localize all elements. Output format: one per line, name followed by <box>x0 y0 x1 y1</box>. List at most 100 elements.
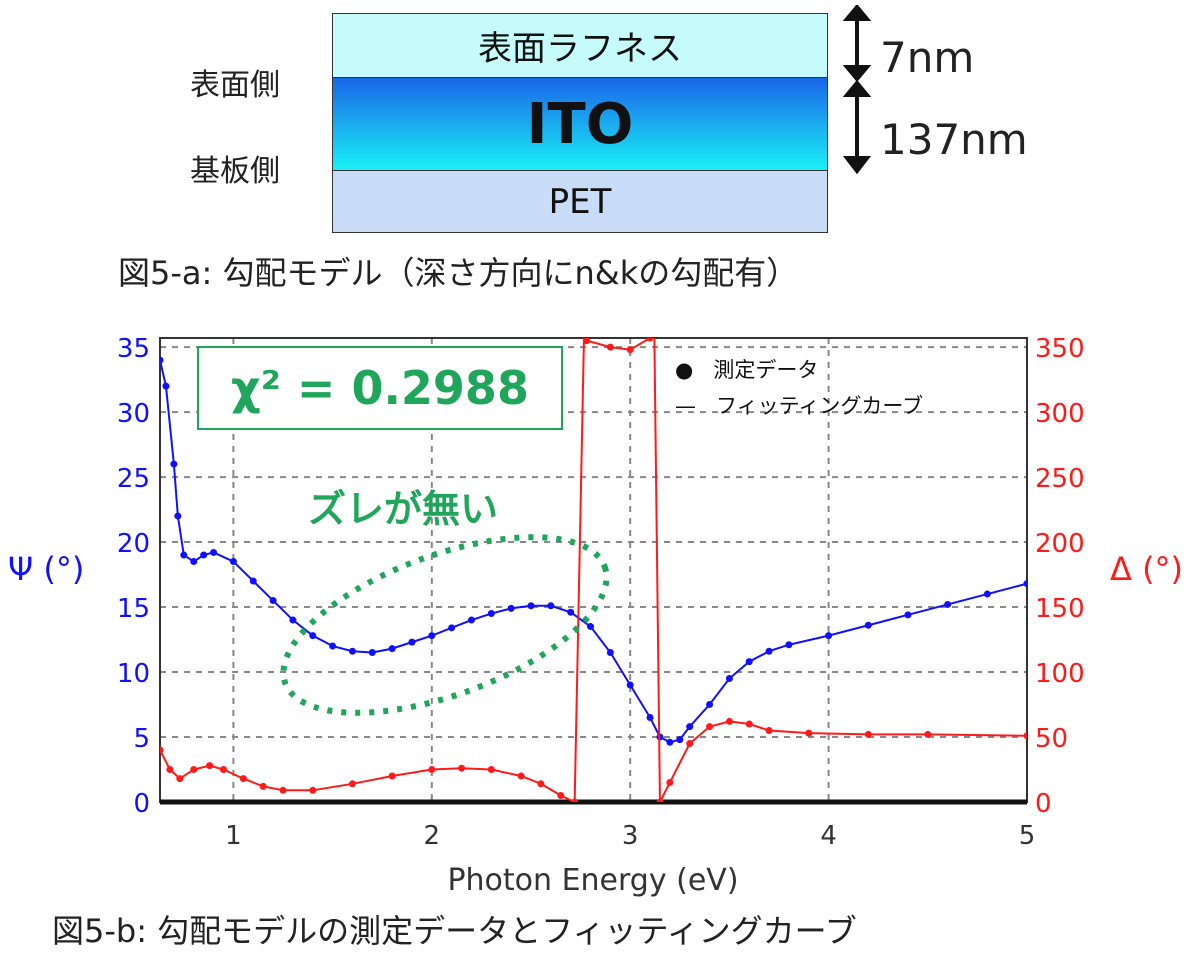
x-tick-label: 3 <box>622 821 639 851</box>
data-point <box>686 723 694 731</box>
data-point <box>279 786 287 794</box>
data-point <box>626 346 634 354</box>
y-right-axis-label: Δ (°) <box>1110 550 1183 588</box>
ito-thickness: 137nm <box>880 115 1028 164</box>
legend-label: 測定データ <box>713 358 819 382</box>
data-point <box>537 780 545 788</box>
y-left-tick-label: 25 <box>117 464 150 494</box>
chart-caption: 図5-b: 勾配モデルの測定データとフィッティングカーブ <box>52 912 857 950</box>
y-right-tick-label: 150 <box>1035 594 1085 624</box>
x-tick-label: 1 <box>225 821 242 851</box>
data-point <box>269 597 277 605</box>
data-point <box>190 766 198 774</box>
data-point <box>646 714 654 722</box>
data-point <box>785 641 793 649</box>
data-point <box>180 551 188 559</box>
data-point <box>160 746 164 754</box>
data-point <box>368 649 376 657</box>
data-point <box>289 616 297 624</box>
data-point <box>656 798 664 802</box>
y-left-tick-label: 20 <box>117 529 150 559</box>
data-point <box>166 766 174 774</box>
data-point <box>348 647 356 655</box>
data-point <box>765 727 773 735</box>
data-point <box>329 642 337 650</box>
data-point <box>527 602 535 610</box>
chart: 1 2 3 4 505101520253035050100150200250300350… <box>8 334 1183 898</box>
y-left-tick-label: 10 <box>117 659 150 689</box>
data-point <box>206 762 214 770</box>
data-point <box>458 764 466 772</box>
y-right-tick-label: 50 <box>1035 724 1068 754</box>
x-axis-label: Photon Energy (eV) <box>447 863 738 898</box>
y-left-tick-label: 30 <box>117 399 150 429</box>
data-point <box>666 779 674 787</box>
data-point <box>239 775 247 783</box>
dot-icon: ● <box>675 358 694 382</box>
data-point <box>517 772 525 780</box>
data-point <box>487 610 495 618</box>
data-point <box>864 730 872 738</box>
y-left-tick-label: 5 <box>133 724 150 754</box>
data-point <box>162 382 170 390</box>
legend-label: フィッティングカーブ <box>716 394 924 418</box>
data-point <box>725 675 733 683</box>
data-point <box>309 632 317 640</box>
data-point <box>467 616 475 624</box>
data-point <box>745 720 753 728</box>
data-point <box>606 649 614 657</box>
y-left-axis-label: Ψ (°) <box>8 550 84 588</box>
legend: ● 測定データ — フィッティングカーブ <box>675 352 923 424</box>
pet-label: PET <box>548 181 612 222</box>
data-point <box>448 624 456 632</box>
data-point <box>388 645 396 653</box>
data-point <box>706 723 714 731</box>
pet-layer: PET <box>332 170 828 233</box>
x-tick-label: 5 <box>1019 821 1036 851</box>
data-point <box>567 608 575 616</box>
data-point <box>200 551 208 559</box>
x-tick-label: 2 <box>424 821 441 851</box>
data-point <box>745 658 753 666</box>
data-point <box>904 611 912 619</box>
data-point <box>924 730 932 738</box>
y-right-tick-label: 350 <box>1035 334 1085 364</box>
y-left-tick-label: 35 <box>117 334 150 364</box>
y-right-tick-label: 250 <box>1035 464 1085 494</box>
data-point <box>1023 732 1027 740</box>
data-point <box>176 775 184 783</box>
data-point <box>706 701 714 709</box>
data-point <box>606 343 614 351</box>
chi-square-value: χ² = 0.2988 <box>231 361 529 415</box>
data-point <box>666 738 674 746</box>
data-point <box>348 780 356 788</box>
data-point <box>983 590 991 598</box>
data-point <box>259 782 267 790</box>
data-point <box>190 558 198 566</box>
data-point <box>583 338 591 345</box>
data-point <box>229 558 237 566</box>
x-tick-label: 4 <box>820 821 837 851</box>
thickness-arrows-icon <box>842 5 872 175</box>
substrate-side-label: 基板側 <box>190 154 280 189</box>
highlight-ellipse <box>280 534 610 716</box>
surface-side-label: 表面側 <box>190 68 280 103</box>
ito-layer: ITO <box>332 77 828 171</box>
y-right-tick-label: 300 <box>1035 399 1085 429</box>
data-point <box>210 548 218 556</box>
data-point <box>765 647 773 655</box>
legend-item-measured: ● 測定データ <box>675 352 923 388</box>
data-point <box>571 798 579 802</box>
data-point <box>547 602 555 610</box>
data-point <box>557 792 565 800</box>
data-point <box>725 717 733 725</box>
y-left-tick-label: 15 <box>117 594 150 624</box>
roughness-layer: 表面ラフネス <box>332 13 828 78</box>
chi-square-box: χ² = 0.2988 <box>197 346 563 430</box>
data-point <box>676 736 684 744</box>
data-point <box>507 604 515 612</box>
data-point <box>160 356 164 364</box>
roughness-label: 表面ラフネス <box>478 29 682 69</box>
data-point <box>408 638 416 646</box>
